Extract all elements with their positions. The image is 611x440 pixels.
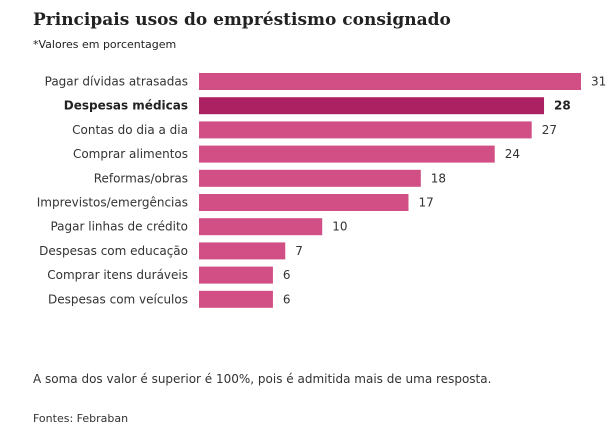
value-label-4: 24: [505, 147, 520, 161]
bar-7: [199, 218, 323, 236]
chart-title: Principais usos do empréstismo consignad…: [33, 10, 451, 30]
value-label-7: 10: [332, 220, 347, 234]
category-label-9: Comprar itens duráveis: [47, 268, 188, 282]
bar-1: [199, 73, 581, 90]
chart-subtitle: *Valores em porcentagem: [33, 38, 177, 51]
category-label-1: Pagar dívidas atrasadas: [45, 75, 188, 89]
footnote: A soma dos valor é superior é 100%, pois…: [33, 372, 492, 386]
category-label-10: Despesas com veículos: [48, 292, 188, 306]
value-label-2: 28: [554, 99, 571, 113]
bar-6: [199, 194, 409, 211]
value-label-1: 31: [591, 75, 606, 89]
bar-chart: Pagar dívidas atrasadas 31 Despesas médica…: [37, 73, 606, 308]
bar-2: [199, 97, 545, 115]
bar-10: [199, 290, 273, 308]
bar-3: [199, 121, 532, 139]
category-label-3: Contas do dia a dia: [72, 123, 188, 137]
category-label-2: Despesas médicas: [64, 99, 188, 113]
value-label-8: 7: [295, 244, 303, 258]
value-label-10: 6: [283, 292, 291, 306]
bar-9: [199, 266, 273, 284]
bar-5: [199, 169, 421, 187]
category-label-4: Comprar alimentos: [73, 147, 188, 161]
category-label-8: Despesas com educação: [39, 244, 188, 258]
value-label-6: 17: [418, 196, 433, 210]
category-label-5: Reformas/obras: [94, 171, 188, 185]
value-label-5: 18: [431, 171, 446, 185]
value-label-9: 6: [283, 268, 291, 282]
bar-8: [199, 242, 286, 260]
category-label-7: Pagar linhas de crédito: [50, 220, 188, 234]
bar-4: [199, 145, 495, 163]
value-label-3: 27: [542, 123, 557, 137]
category-label-6: Imprevistos/emergências: [37, 196, 188, 210]
source-credit: Fontes: Febraban: [33, 412, 129, 425]
